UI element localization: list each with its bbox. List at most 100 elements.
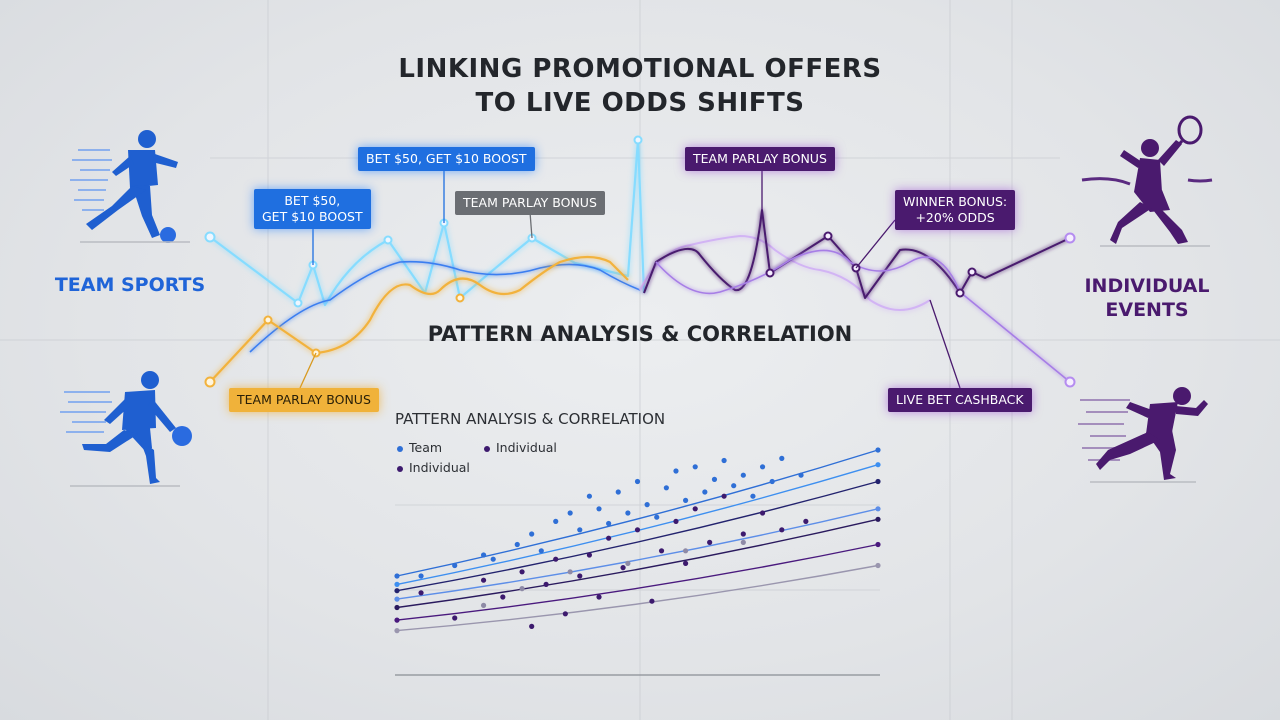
scatter-point <box>567 510 573 516</box>
lavender-odds-line <box>655 249 1071 383</box>
legend-dot-individual-2 <box>397 465 403 472</box>
scatter-point <box>480 552 487 558</box>
scatter-point <box>625 510 631 516</box>
legend-item-individual: Individual <box>484 440 557 455</box>
scatter-point <box>721 457 727 464</box>
legend-dot-individual <box>484 445 490 452</box>
scatter-point <box>740 472 746 478</box>
trend-endpoint <box>875 506 881 512</box>
callout-team-parlay-orange: TEAM PARLAY BONUS <box>229 388 379 412</box>
scatter-point <box>596 506 602 512</box>
scatter-point <box>740 539 746 546</box>
scatter-point <box>567 569 573 575</box>
scatter-point <box>663 485 669 491</box>
chart-title: PATTERN ANALYSIS & CORRELATION <box>395 410 666 428</box>
legend-item-team: Team <box>397 440 442 455</box>
scatter-point <box>750 493 756 499</box>
scatter-point <box>692 464 698 470</box>
scatter-chart <box>394 447 881 676</box>
scatter-point <box>683 497 689 503</box>
individual-events-line1: INDIVIDUAL <box>1084 275 1210 297</box>
basketball-player-icon <box>60 371 192 487</box>
callout-live-bet-cashback: LIVE BET CASHBACK <box>888 388 1032 412</box>
legend-label-individual-2: Individual <box>409 460 470 475</box>
trend-line <box>396 480 879 592</box>
scatter-point <box>418 573 424 579</box>
scatter-point <box>769 478 775 485</box>
scatter-point <box>596 594 602 600</box>
scatter-point <box>538 548 544 554</box>
section-title: PATTERN ANALYSIS & CORRELATION <box>427 322 853 346</box>
main-title-line2: TO LIVE ODDS SHIFTS <box>475 88 805 118</box>
purple-odds-line <box>643 209 1071 299</box>
scatter-point <box>634 478 641 485</box>
sprinter-icon <box>1078 387 1208 483</box>
scatter-point <box>654 514 660 520</box>
scatter-point <box>562 611 568 617</box>
scatter-point <box>759 510 766 516</box>
scatter-point <box>418 590 424 596</box>
scatter-point <box>711 476 718 482</box>
trend-endpoint <box>875 462 881 468</box>
scatter-point <box>553 556 559 562</box>
scatter-point <box>490 556 496 562</box>
legend-dot-team <box>397 445 403 452</box>
trend-line <box>396 543 879 621</box>
scatter-point <box>577 573 583 579</box>
scatter-point <box>673 518 679 525</box>
scatter-point <box>740 531 746 537</box>
main-title-line1: LINKING PROMOTIONAL OFFERS <box>398 54 882 84</box>
scatter-point <box>586 493 593 499</box>
trend-endpoint <box>394 573 400 579</box>
legend-item-individual-2: Individual <box>397 460 470 475</box>
scatter-point <box>658 548 665 554</box>
trend-line <box>396 449 879 577</box>
scatter-point <box>731 483 737 489</box>
scatter-point <box>625 560 631 567</box>
trend-line <box>396 508 879 600</box>
scatter-point <box>519 586 525 592</box>
scatter-point <box>543 581 549 588</box>
tennis-player-icon <box>1081 115 1213 247</box>
scatter-point <box>644 502 650 508</box>
scatter-point <box>779 455 785 461</box>
callout-team-parlay-gray: TEAM PARLAY BONUS <box>455 191 605 215</box>
scatter-point <box>529 623 535 630</box>
scatter-point <box>721 493 727 499</box>
trend-line <box>396 518 879 609</box>
callout-bet-boost-left-line2: GET $10 BOOST <box>262 209 363 224</box>
odds-nodes <box>204 135 1076 388</box>
callout-bet-boost-left: BET $50, GET $10 BOOST <box>254 189 371 229</box>
scatter-point <box>606 535 612 541</box>
scatter-point <box>615 489 621 495</box>
scatter-point <box>683 560 689 567</box>
callout-winner-bonus: WINNER BONUS: +20% ODDS <box>895 190 1016 230</box>
callout-connectors <box>299 168 961 389</box>
individual-events-label: INDIVIDUAL EVENTS <box>1062 274 1232 322</box>
scatter-point <box>779 527 785 533</box>
scatter-point <box>634 527 641 533</box>
trend-endpoint <box>875 562 881 569</box>
callout-bet-boost-left-line1: BET $50, <box>284 193 341 208</box>
scatter-point <box>529 531 535 537</box>
legend-label-team: Team <box>409 440 443 455</box>
callout-winner-bonus-line1: WINNER BONUS: <box>903 194 1008 209</box>
scatter-point <box>519 569 525 575</box>
individual-events-line2: EVENTS <box>1105 299 1189 321</box>
callout-bet-boost-top: BET $50, GET $10 BOOST <box>358 147 535 171</box>
legend-label-individual: Individual <box>496 440 557 455</box>
trend-endpoint <box>394 617 400 623</box>
scatter-point <box>798 472 804 478</box>
trend-line <box>396 564 879 632</box>
scatter-point <box>586 552 593 558</box>
scatter-point <box>649 598 655 604</box>
trend-endpoint <box>875 447 881 453</box>
callout-winner-bonus-line2: +20% ODDS <box>915 210 995 225</box>
scatter-point <box>759 464 766 470</box>
scatter-point <box>452 562 458 569</box>
soccer-player-icon <box>70 130 190 243</box>
trend-endpoint <box>394 604 400 611</box>
scatter-point <box>606 520 612 527</box>
violet-odds-line <box>639 235 931 311</box>
